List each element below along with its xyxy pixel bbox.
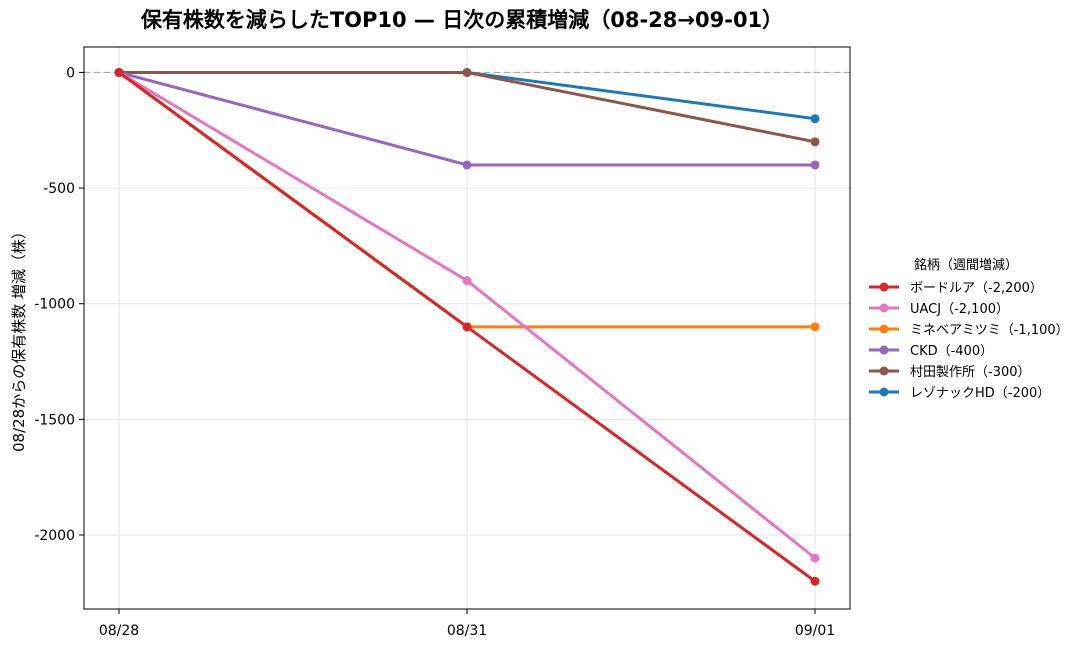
data-point	[810, 576, 820, 586]
data-point	[462, 276, 472, 286]
y-axis: 0 -500 -1000 -1500 -2000	[34, 65, 84, 544]
legend-item-label: CKD（-400）	[910, 344, 993, 359]
x-axis: 08/28 08/31 09/01	[99, 609, 835, 639]
legend-swatch-marker	[879, 366, 889, 376]
legend-title: 銘柄（週間増減）	[914, 257, 1018, 273]
y-tick-label: 0	[66, 65, 75, 81]
legend: 銘柄（週間増減） ボードルア（-2,200） UACJ（-2,100） ミネベアミツ…	[869, 257, 1069, 401]
legend-item-label: レゾナックHD（-200）	[910, 386, 1050, 401]
legend-item-label: ミネベアミツミ（-1,100）	[910, 323, 1069, 338]
legend-swatch-marker	[879, 282, 889, 292]
data-point	[810, 137, 820, 147]
y-tick-label: -1000	[34, 297, 75, 313]
legend-swatch-marker	[879, 324, 889, 334]
legend-item-label: ボードルア（-2,200）	[910, 281, 1043, 296]
data-point	[810, 322, 820, 332]
data-point	[114, 67, 124, 77]
x-tick-label: 08/31	[447, 623, 487, 639]
data-point	[462, 322, 472, 332]
y-tick-label: -2000	[34, 528, 75, 544]
y-tick-label: -500	[43, 181, 75, 197]
data-point	[810, 160, 820, 170]
chart-title: 保有株数を減らしたTOP10 — 日次の累積増減（08-28→09-01）	[140, 8, 783, 32]
data-point	[810, 553, 820, 563]
series-0	[114, 67, 820, 586]
y-tick-label: -1500	[34, 412, 75, 428]
legend-swatch-marker	[879, 303, 889, 313]
legend-swatch-marker	[879, 345, 889, 355]
x-tick-label: 09/01	[795, 623, 835, 639]
y-axis-label: 08/28からの保有株数 増減（株）	[10, 224, 28, 452]
data-point	[462, 67, 472, 77]
data-point	[810, 114, 820, 124]
x-tick-label: 08/28	[99, 623, 139, 639]
series-layer	[114, 67, 820, 586]
legend-swatch-marker	[879, 387, 889, 397]
data-point	[462, 160, 472, 170]
legend-item-label: 村田製作所（-300）	[910, 365, 1031, 380]
legend-item-label: UACJ（-2,100）	[910, 302, 1009, 317]
